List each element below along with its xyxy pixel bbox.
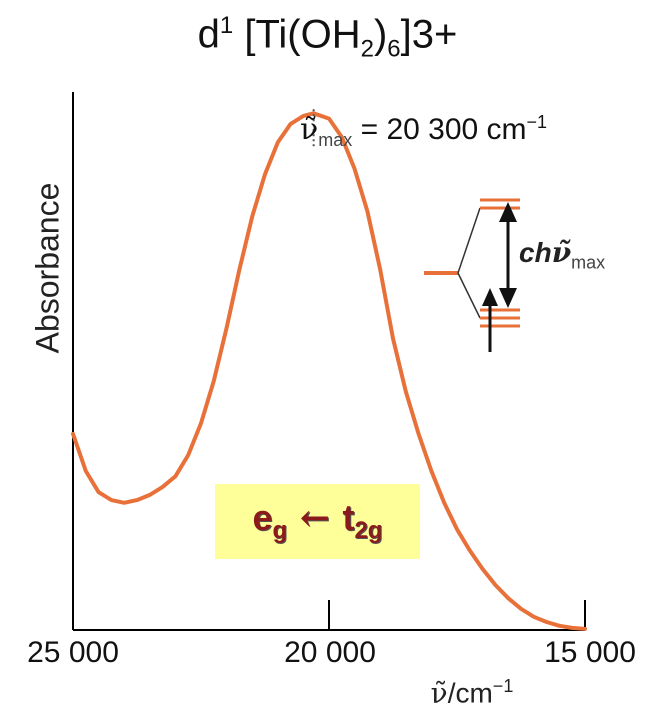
x-tick-label-15000: 15 000 <box>544 636 636 669</box>
transition-arrowhead-down <box>499 288 517 308</box>
transition-label-box: eg ← t2g <box>215 484 420 559</box>
electron-spin-arrowhead <box>482 288 498 306</box>
y-axis-label: Absorbance <box>29 182 66 354</box>
energy-gap-label: chν̃max <box>519 236 606 273</box>
x-tick-label-25000: 25 000 <box>27 636 119 669</box>
energy-level-diagram <box>424 198 520 352</box>
split-line-upper <box>457 207 481 274</box>
split-line-lower <box>457 272 481 319</box>
peak-annotation: ν̃max = 20 300 cm−1 <box>300 112 548 150</box>
transition-label: eg ← t2g <box>252 497 383 545</box>
chart-title: d1 [Ti(OH2)6]3+ <box>197 12 458 63</box>
absorbance-curve <box>71 111 587 631</box>
transition-arrowhead-up <box>499 202 517 222</box>
x-axis-label: ν̃/cm−1 <box>430 676 514 710</box>
x-tick-label-20000: 20 000 <box>284 636 376 669</box>
